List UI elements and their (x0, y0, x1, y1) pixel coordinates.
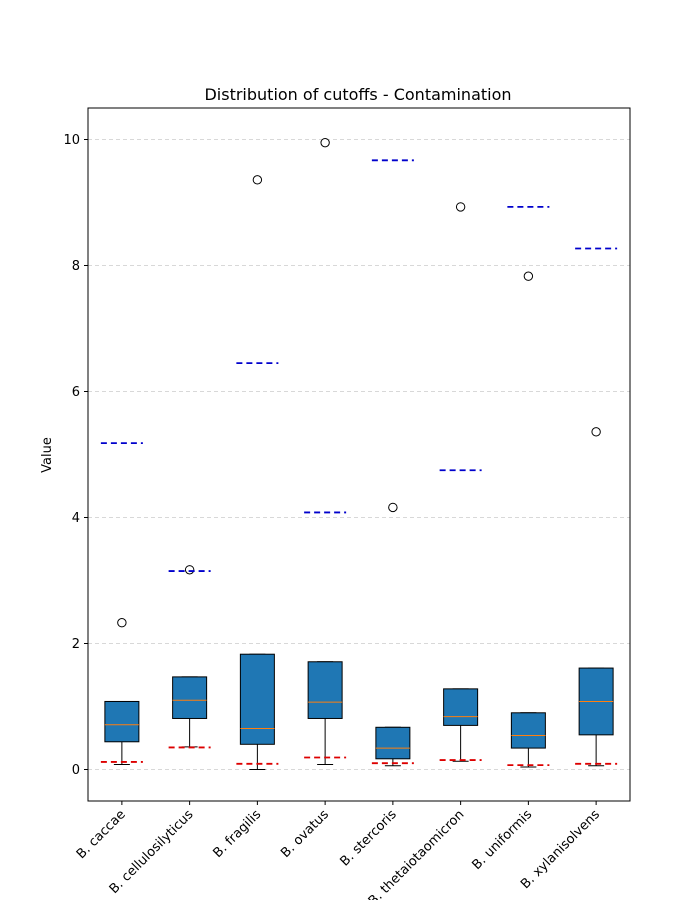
y-tick-label: 0 (72, 763, 80, 778)
plot-marks (100, 137, 618, 770)
outlier-point (591, 427, 601, 437)
y-tick-label: 8 (72, 259, 80, 274)
box (172, 676, 208, 719)
box (510, 712, 546, 749)
gridlines (88, 139, 630, 770)
box-group-2 (172, 565, 208, 748)
x-tick-label: B. fragilis (211, 807, 265, 861)
outlier-point (320, 137, 330, 148)
y-tick-label: 10 (63, 133, 80, 148)
outlier-point (523, 271, 534, 281)
box (443, 688, 479, 726)
box-group-8 (578, 427, 614, 767)
chart-title: Distribution of cutoffs - Contamination (204, 85, 511, 104)
box-group-1 (104, 618, 140, 765)
x-tick-label: B. uniformis (469, 807, 535, 873)
x-tick-label: B. stercoris (338, 807, 400, 869)
y-axis-label: Value (40, 437, 55, 473)
y-tick-label: 6 (72, 385, 80, 400)
y-tick-label: 2 (72, 637, 80, 652)
box (307, 661, 343, 719)
box (239, 653, 275, 745)
box (104, 700, 140, 743)
box-group-5 (375, 502, 411, 767)
box-group-3 (239, 175, 275, 770)
outlier-point (117, 618, 127, 628)
outlier-point (455, 202, 466, 212)
box-group-6 (443, 202, 479, 762)
box-group-7 (510, 271, 546, 768)
x-tick-label: B. caccae (74, 807, 129, 862)
plot-frame (87, 107, 631, 802)
outlier-point (252, 175, 263, 185)
box (375, 726, 411, 760)
y-tick-label: 4 (72, 511, 80, 526)
outlier-point (184, 565, 195, 575)
outlier-point (388, 502, 398, 513)
box-group-4 (307, 137, 343, 765)
x-tick-label: B. ovatus (278, 807, 332, 861)
